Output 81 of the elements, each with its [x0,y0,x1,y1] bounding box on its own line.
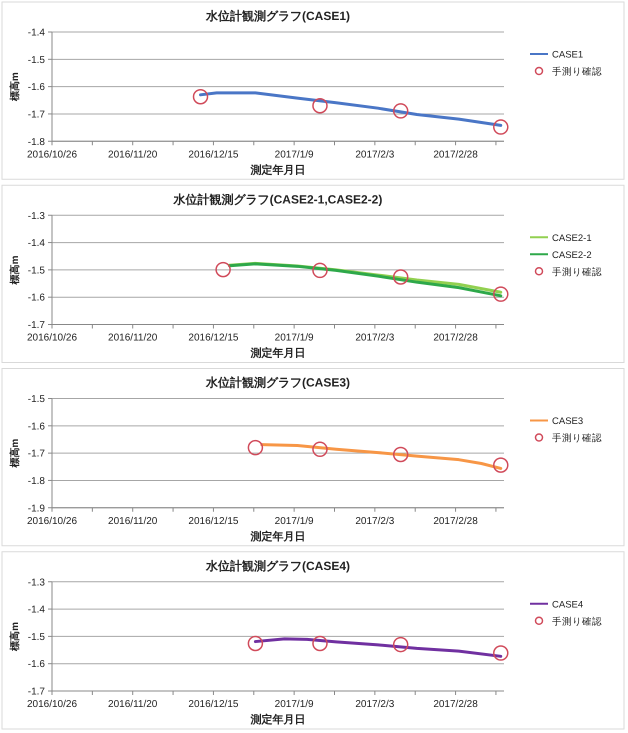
point [312,636,328,652]
point [248,440,264,456]
y-tick-label: -1.5 [28,54,46,66]
y-tick-label: -1.5 [28,632,46,643]
x-axis-title: 測定年月日 [250,163,306,176]
legend-label: 手測り確認 [552,432,602,444]
x-tick-label: 2017/2/28 [433,699,478,710]
x-tick-label: 2017/1/9 [274,332,314,344]
y-tick-label: -1.5 [28,394,46,405]
x-tick-label: 2017/1/9 [274,699,314,710]
legend-label: CASE3 [552,416,584,427]
legend-label: CASE2-2 [552,250,592,261]
point [192,88,208,104]
x-tick-label: 2016/11/20 [108,332,158,344]
y-tick-label: -1.8 [28,136,46,148]
legend-label: 手測り確認 [552,266,602,278]
y-tick-label: -1.7 [28,109,46,120]
y-tick-label: -1.4 [28,28,46,38]
y-tick-label: -1.5 [28,265,46,276]
point [312,262,328,278]
x-axis-title: 測定年月日 [250,713,306,726]
x-tick-label: 2017/2/28 [433,332,478,344]
x-axis-title: 測定年月日 [250,346,306,360]
point [493,119,509,135]
y-tick-label: -1.7 [28,320,46,331]
y-tick-label: -1.6 [28,659,46,670]
x-tick-label: 2017/2/3 [355,699,395,710]
chart-title: 水位計観測グラフ(CASE3) [204,376,350,390]
y-axis-title: 標高m [9,72,21,102]
point [493,286,509,302]
y-tick-label: -1.3 [28,210,46,222]
y-tick-label: -1.6 [28,421,46,432]
y-tick-label: -1.7 [28,686,46,698]
x-tick-label: 2016/12/15 [188,149,239,160]
legend-label: CASE1 [552,50,584,60]
y-tick-label: -1.6 [28,292,46,304]
x-tick-label: 2016/11/20 [108,149,158,160]
x-tick-label: 2017/2/28 [433,516,478,527]
x-tick-label: 2016/12/15 [188,699,239,710]
point [392,103,408,119]
y-axis-title: 標高m [9,438,21,469]
point [312,98,328,114]
x-tick-label: 2016/12/15 [188,516,239,527]
point [493,457,509,473]
y-tick-label: -1.4 [28,604,46,616]
point [215,262,231,278]
x-tick-label: 2017/2/3 [355,332,395,344]
point [248,636,264,652]
x-tick-label: 2017/1/9 [274,149,314,160]
x-axis-title: 測定年月日 [250,530,306,543]
x-tick-label: 2016/10/26 [26,332,78,344]
x-tick-label: 2016/11/20 [108,699,158,710]
chart-title: 水位計観測グラフ(CASE4) [204,558,350,573]
x-tick-label: 2017/2/28 [433,149,478,160]
legend-label: CASE4 [552,599,584,610]
y-tick-label: -1.8 [28,476,46,487]
x-tick-label: 2016/10/26 [26,516,78,527]
legend-label: 手測り確認 [552,615,602,628]
y-axis-title: 標高m [9,622,21,652]
y-tick-label: -1.7 [28,448,46,460]
x-tick-label: 2016/11/20 [108,516,158,527]
y-tick-label: -1.6 [28,82,46,94]
point [392,636,408,652]
y-tick-label: -1.9 [28,503,46,514]
y-tick-label: -1.3 [28,577,46,588]
y-tick-label: -1.4 [28,238,46,250]
x-tick-label: 2016/12/15 [188,332,239,344]
x-tick-label: 2017/2/3 [355,516,395,527]
y-axis-title: 標高m [9,255,21,286]
x-tick-label: 2016/10/26 [26,699,78,710]
point [493,645,509,661]
x-tick-label: 2017/2/3 [355,149,395,160]
point [312,442,328,458]
x-tick-label: 2017/1/9 [274,516,314,527]
x-tick-label: 2016/10/26 [26,149,78,160]
point [392,446,408,462]
legend-label: 手測り確認 [552,66,602,78]
legend-label: CASE2-1 [552,232,592,244]
point [392,269,408,285]
chart-title: 水位計観測グラフ(CASE2-1,CASE2-2) [172,192,382,206]
chart-title: 水位計観測グラフ(CASE1) [204,9,350,23]
